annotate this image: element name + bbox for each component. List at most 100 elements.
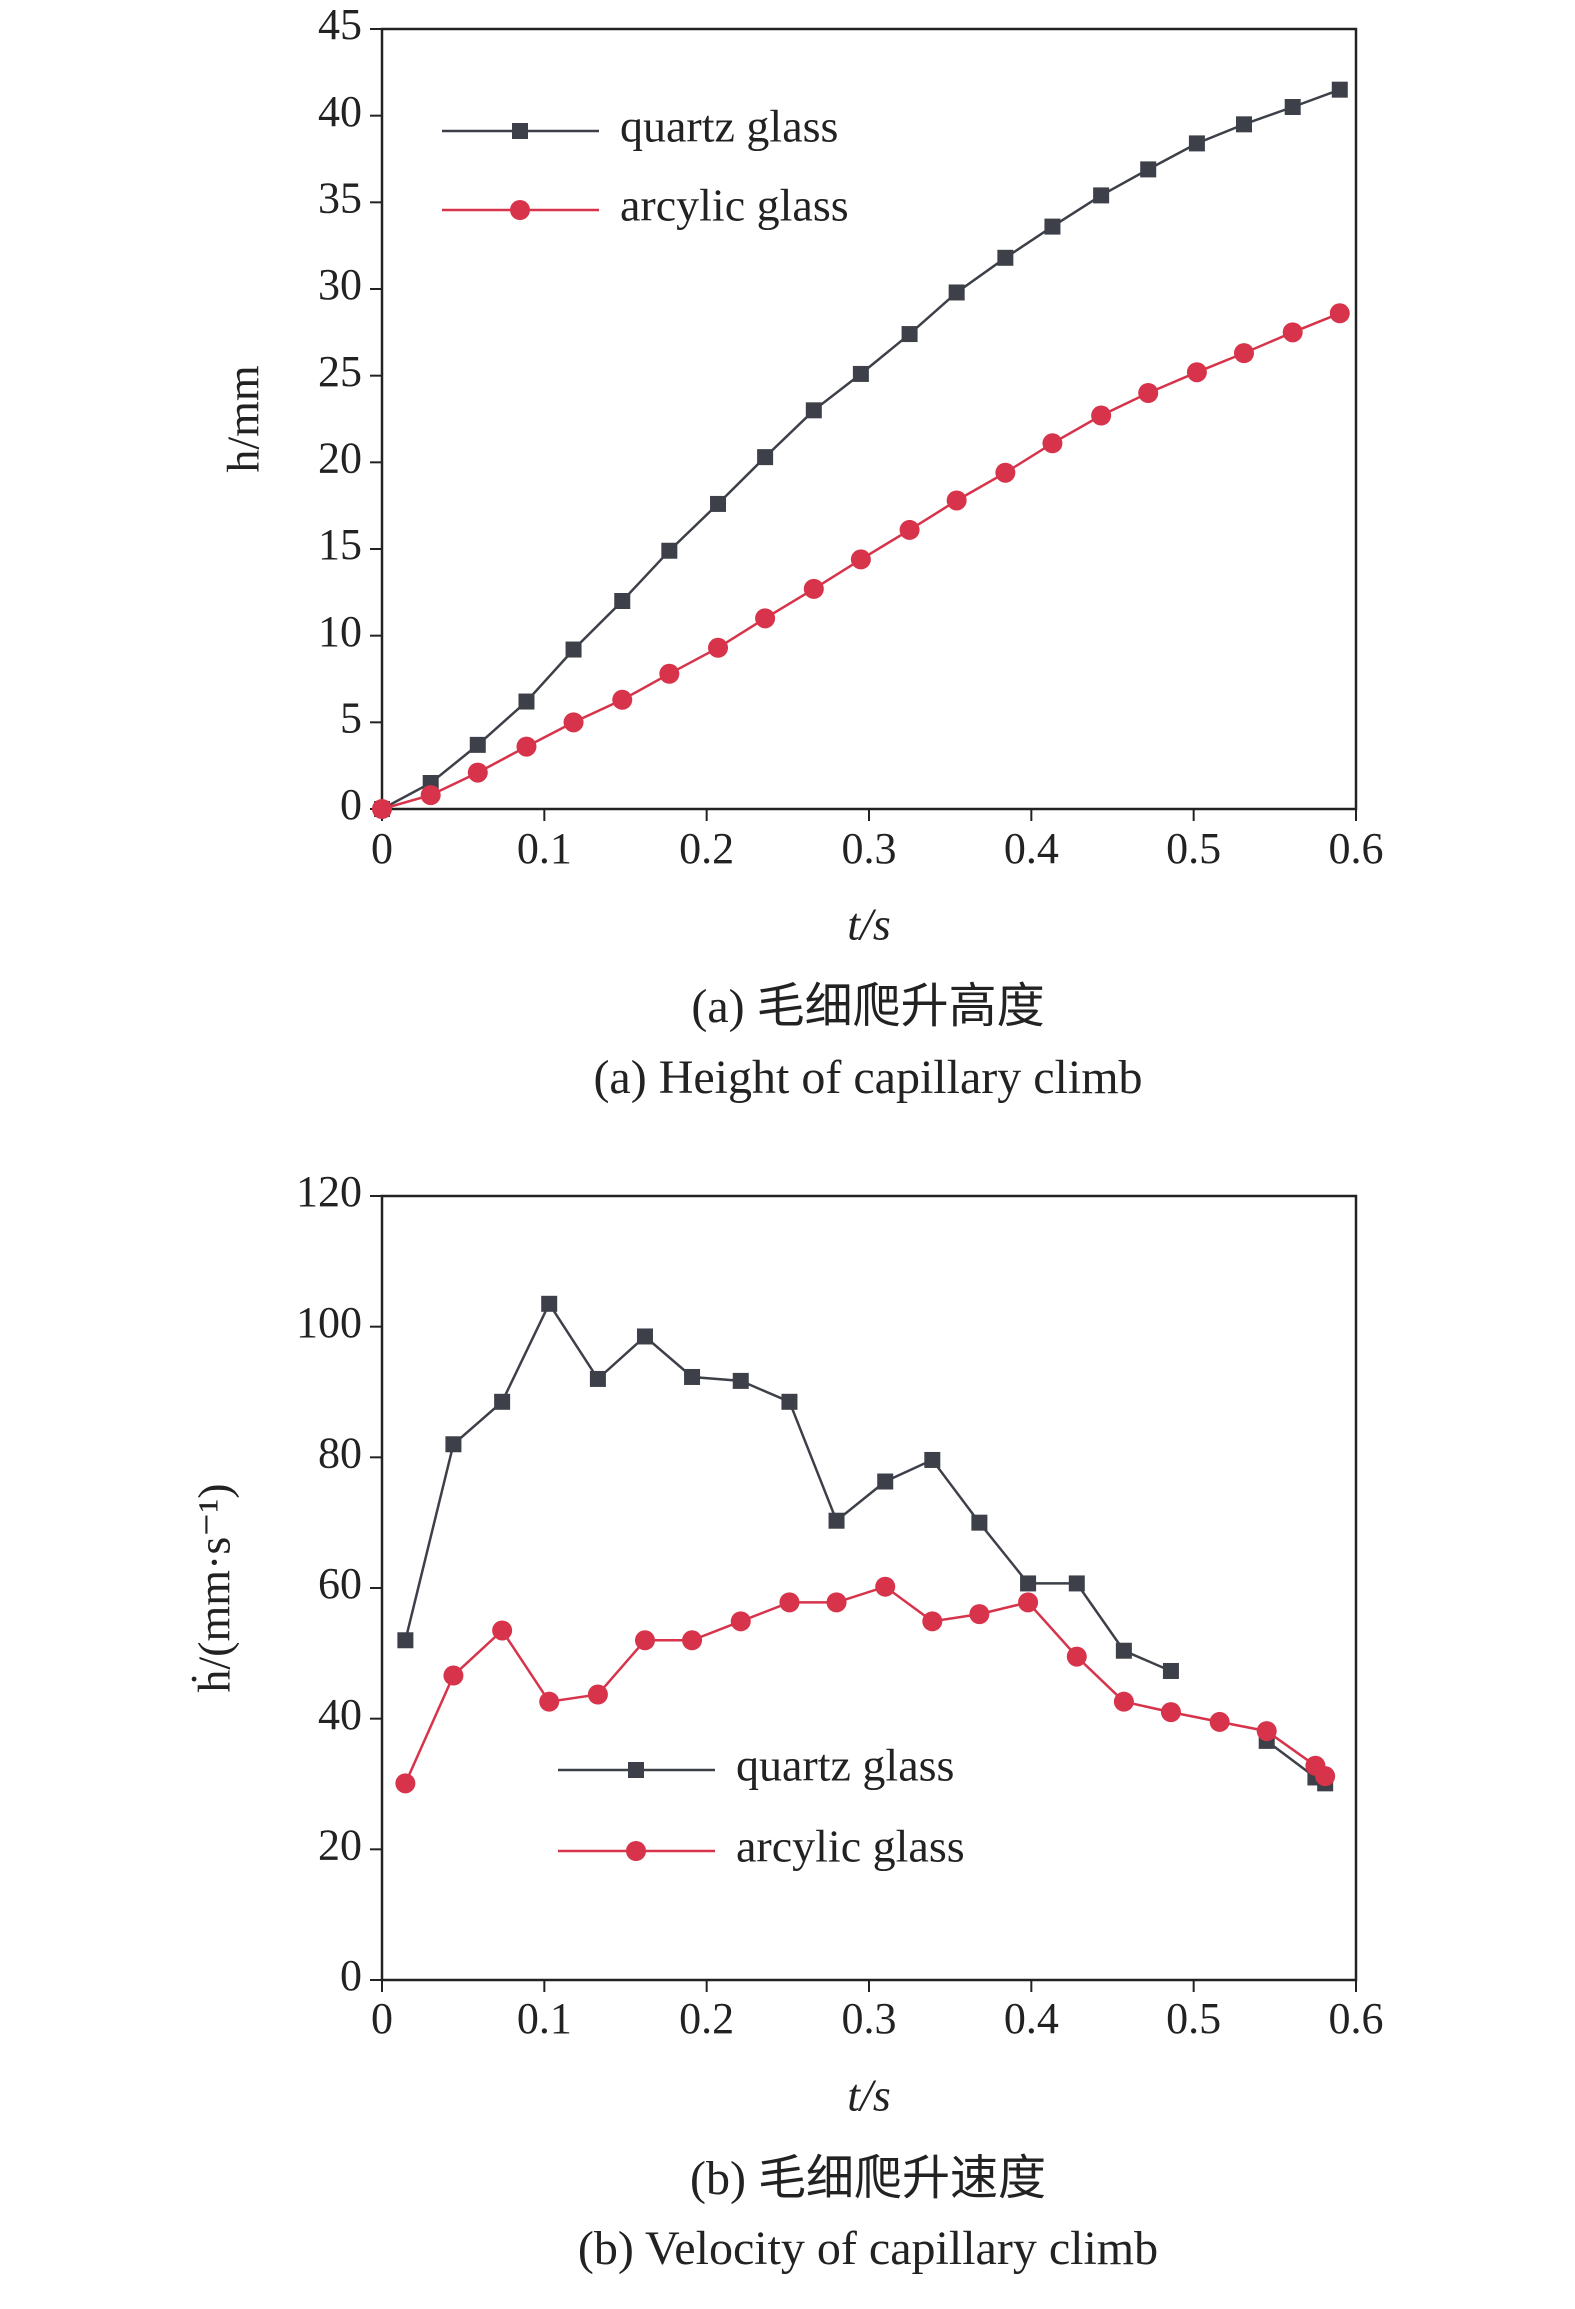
y-tick-label: 60	[318, 1559, 362, 1608]
y-tick-label: 80	[318, 1428, 362, 1477]
marker	[395, 1773, 416, 1794]
marker	[1066, 1646, 1087, 1667]
marker	[1115, 1642, 1132, 1659]
marker	[420, 785, 441, 806]
marker	[922, 1611, 943, 1632]
marker	[565, 641, 582, 658]
marker	[1186, 362, 1207, 383]
x-tick-label: 0.6	[1329, 824, 1384, 873]
marker	[1329, 303, 1350, 324]
y-tick-label: 10	[318, 607, 362, 656]
legend-marker	[628, 1762, 644, 1778]
caption: (b) Velocity of capillary climb	[578, 2222, 1158, 2275]
x-tick-label: 0.2	[679, 824, 734, 873]
marker	[539, 1691, 560, 1712]
marker	[397, 1632, 414, 1649]
marker	[875, 1576, 896, 1597]
marker	[852, 365, 869, 382]
x-tick-label: 0	[371, 1994, 393, 2043]
marker	[518, 693, 535, 710]
marker	[445, 1436, 462, 1453]
marker	[971, 1514, 988, 1531]
marker	[1138, 383, 1159, 403]
x-axis-label: t/s	[847, 2070, 890, 2121]
y-tick-label: 40	[318, 1690, 362, 1739]
y-tick-label: 30	[318, 260, 362, 309]
marker	[755, 608, 776, 629]
legend-marker	[626, 1841, 646, 1861]
x-tick-label: 0.1	[517, 824, 572, 873]
marker	[1209, 1711, 1230, 1732]
x-tick-label: 0.4	[1004, 824, 1059, 873]
marker	[494, 1393, 511, 1410]
marker	[563, 712, 584, 733]
marker	[826, 1592, 847, 1613]
marker	[541, 1295, 558, 1312]
marker	[1162, 1662, 1179, 1679]
y-tick-label: 100	[296, 1298, 362, 1347]
marker	[995, 462, 1016, 483]
marker	[828, 1512, 845, 1529]
y-tick-label: 20	[318, 433, 362, 482]
marker	[899, 519, 920, 540]
caption: (a) 毛细爬升高度	[691, 980, 1044, 1033]
x-tick-label: 0.5	[1166, 824, 1221, 873]
y-tick-label: 0	[340, 780, 362, 829]
marker	[516, 736, 537, 757]
marker	[1331, 81, 1348, 98]
marker	[587, 1684, 608, 1705]
marker	[708, 637, 729, 658]
marker	[1068, 1575, 1085, 1592]
y-tick-label: 20	[318, 1820, 362, 1869]
marker	[781, 1393, 798, 1410]
marker	[757, 449, 774, 466]
marker	[1188, 135, 1205, 152]
marker	[1020, 1575, 1037, 1592]
plot-frame	[380, 1194, 1358, 1982]
x-tick-label: 0.3	[842, 824, 897, 873]
legend-label: quartz glass	[736, 1740, 954, 1791]
marker	[710, 495, 727, 512]
marker	[492, 1620, 513, 1641]
y-tick-label: 5	[340, 693, 362, 742]
marker	[372, 799, 392, 819]
y-axis-label: h/mm	[218, 365, 269, 473]
y-tick-label: 40	[318, 87, 362, 136]
marker	[1018, 1592, 1039, 1613]
y-tick-label: 45	[318, 0, 362, 49]
x-tick-label: 0	[371, 824, 393, 873]
marker	[732, 1372, 749, 1389]
y-tick-label: 0	[340, 1951, 362, 2000]
x-axis-label: t/s	[847, 899, 890, 950]
marker	[1042, 433, 1063, 454]
series-line	[404, 1301, 1326, 1785]
marker	[969, 1604, 990, 1625]
legend-label: arcylic glass	[736, 1821, 965, 1872]
marker	[1160, 1702, 1181, 1723]
marker	[1233, 343, 1254, 364]
marker	[684, 1368, 701, 1385]
x-tick-label: 0.1	[517, 1994, 572, 2043]
marker	[467, 762, 488, 783]
legend-label: arcylic glass	[620, 180, 849, 231]
legend-label: quartz glass	[620, 101, 838, 152]
marker	[1091, 405, 1112, 426]
x-tick-label: 0.5	[1166, 1994, 1221, 2043]
y-tick-label: 35	[318, 173, 362, 222]
marker	[659, 663, 680, 684]
marker	[614, 593, 631, 609]
x-tick-label: 0.2	[679, 1994, 734, 2043]
marker	[1256, 1721, 1277, 1742]
marker	[682, 1630, 703, 1651]
marker	[443, 1665, 464, 1686]
marker	[730, 1611, 751, 1632]
plot-frame	[380, 27, 1358, 811]
marker	[1235, 116, 1252, 133]
marker	[661, 542, 678, 559]
caption: (a) Height of capillary climb	[593, 1051, 1142, 1104]
marker	[877, 1473, 894, 1490]
marker	[636, 1328, 653, 1345]
x-tick-label: 0.6	[1329, 1994, 1384, 2043]
marker	[1284, 99, 1301, 115]
marker	[779, 1592, 800, 1613]
